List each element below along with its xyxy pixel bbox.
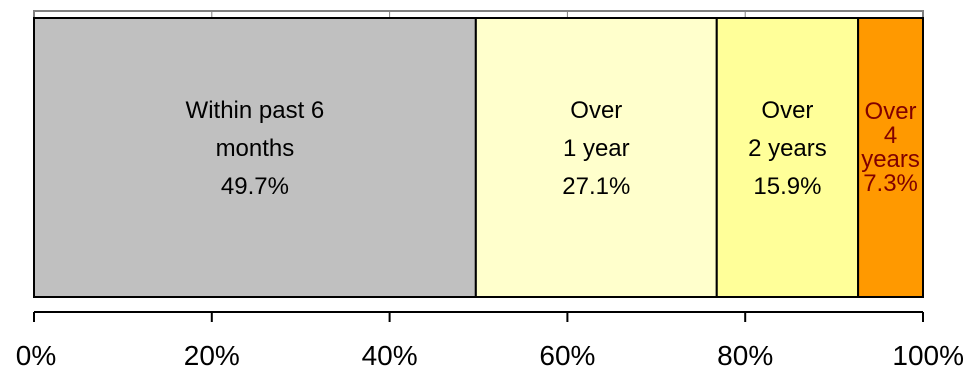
bar-segment [715, 17, 860, 298]
segment-label-line: 2 years [748, 135, 827, 162]
bar-segment [857, 17, 925, 298]
gridlines [211, 11, 746, 18]
x-axis-ticks: 0% 20% 40% 60% 80% 100% [16, 312, 964, 371]
segment-label-line: 4 [884, 122, 897, 149]
bar-segment [33, 17, 477, 298]
segment-label-line: 49.7% [221, 173, 289, 200]
segment-label-line: Over [570, 97, 622, 124]
segment-label-line: Over [865, 98, 917, 125]
x-tick-label: 60% [539, 340, 595, 371]
segment-label-line: 15.9% [753, 173, 821, 200]
segment-label: Within past 6 months 49.7% [186, 97, 325, 200]
x-tick-label: 20% [184, 340, 240, 371]
x-tick-label: 0% [16, 340, 56, 371]
segment-label-line: years [861, 146, 920, 173]
segment-labels: Within past 6 months 49.7%Over 1 year 27.1%O… [186, 97, 920, 200]
segment-label: Over 1 year 27.1% [562, 97, 630, 200]
segment-label-line: 7.3% [863, 170, 918, 197]
segment-label: Over 2 years 15.9% [748, 97, 827, 200]
x-tick-label: 40% [362, 340, 418, 371]
segment-label-line: Over [761, 97, 813, 124]
x-tick-label: 100% [892, 340, 964, 371]
bar-segments [33, 17, 925, 298]
segment-label: Over 4 years 7.3% [861, 98, 920, 197]
segment-label-line: months [216, 135, 295, 162]
bar-segment [474, 17, 718, 298]
segment-label-line: 1 year [563, 135, 630, 162]
x-tick-label: 80% [717, 340, 773, 371]
segment-label-line: Within past 6 [186, 97, 325, 124]
segment-label-line: 27.1% [562, 173, 630, 200]
